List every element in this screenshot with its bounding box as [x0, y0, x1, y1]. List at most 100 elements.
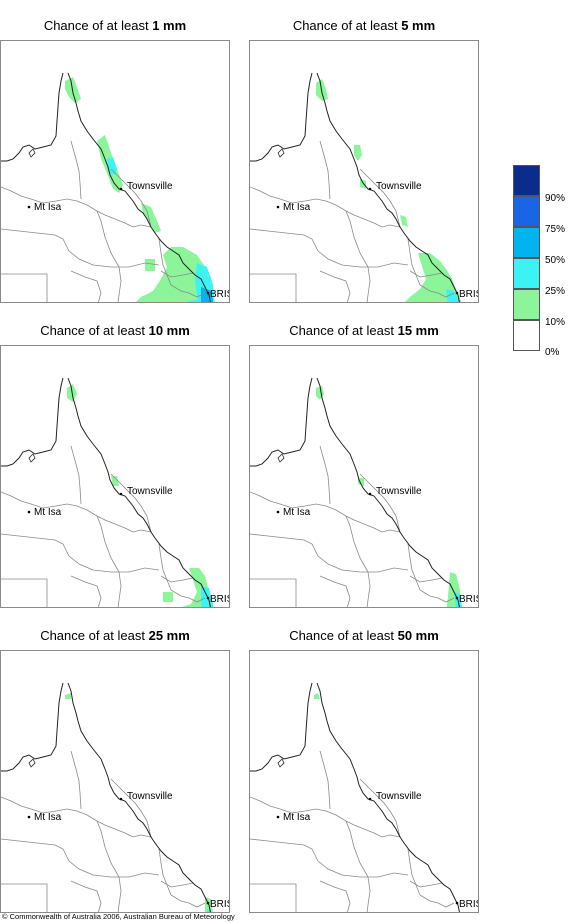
rain-probability-area	[163, 592, 173, 602]
district-boundary	[319, 140, 331, 200]
district-boundary	[345, 210, 369, 268]
island	[277, 148, 285, 158]
panel-threshold: 15 mm	[397, 323, 439, 338]
island	[277, 453, 285, 463]
rainfall-panel: Chance of at least 15 mm Townsville Mt Isa…	[249, 323, 479, 608]
mt-isa-label: Mt Isa	[283, 507, 311, 518]
coastline	[250, 682, 313, 772]
probability-legend: 90% 75% 50% 25% 10% 0%	[513, 165, 570, 358]
brisbane-marker	[455, 596, 459, 600]
legend-label-25: 25%	[545, 286, 566, 297]
townsville-label: Townsville	[376, 791, 422, 802]
district-boundary	[96, 210, 152, 228]
district-boundary	[366, 571, 371, 607]
townsville-marker	[119, 797, 123, 801]
district-boundary	[1, 578, 48, 607]
district-boundary	[110, 168, 152, 228]
rain-probability-area	[186, 299, 206, 302]
coastline	[1, 682, 64, 772]
brisbane-marker	[455, 291, 459, 295]
legend-label-0: 0%	[545, 347, 560, 358]
rain-probability-shading	[65, 693, 213, 912]
district-boundary	[96, 820, 120, 878]
district-boundary	[70, 575, 102, 607]
island	[28, 758, 36, 768]
district-boundary	[250, 838, 409, 878]
island	[277, 758, 285, 768]
mt-isa-marker	[276, 205, 280, 209]
district-boundary	[110, 778, 152, 838]
brisbane-label: BRIS	[210, 899, 229, 910]
district-boundary	[345, 820, 369, 878]
district-boundary	[345, 515, 369, 573]
panel-threshold: 10 mm	[148, 323, 190, 338]
district-boundary	[110, 473, 152, 533]
rain-probability-shading	[316, 79, 462, 302]
district-boundary	[250, 491, 347, 517]
townsville-label: Townsville	[127, 181, 173, 192]
district-boundary	[117, 266, 122, 302]
legend-swatch-90	[513, 165, 540, 196]
panel-title-prefix: Chance of at least	[292, 18, 402, 33]
district-boundary	[319, 445, 331, 505]
district-boundary	[409, 270, 443, 278]
rainfall-panel: Chance of at least 50 mm Townsville Mt Isa…	[249, 628, 479, 913]
coastline	[316, 682, 460, 912]
legend-swatch-10	[513, 289, 540, 320]
panel-title: Chance of at least 15 mm	[249, 323, 479, 338]
townsville-label: Townsville	[127, 486, 173, 497]
mt-isa-label: Mt Isa	[34, 812, 62, 823]
district-boundary	[419, 894, 455, 908]
rain-probability-area	[136, 247, 215, 302]
district-boundary	[407, 543, 421, 591]
district-boundary	[1, 838, 160, 878]
mt-isa-label: Mt Isa	[34, 202, 62, 213]
district-boundary	[359, 473, 401, 533]
district-boundary	[345, 515, 401, 533]
rain-probability-area	[314, 693, 320, 699]
coastline	[1, 72, 64, 162]
rain-probability-area	[400, 215, 408, 227]
rain-probability-area	[354, 145, 362, 161]
district-boundary	[117, 876, 122, 912]
district-boundary	[170, 894, 206, 908]
rain-probability-area	[65, 693, 71, 699]
townsville-marker	[368, 797, 372, 801]
district-boundary	[407, 238, 421, 286]
townsville-marker	[119, 187, 123, 191]
panel-title: Chance of at least 5 mm	[249, 18, 479, 33]
coastline	[316, 72, 460, 302]
district-boundary	[366, 876, 371, 912]
panel-threshold: 5 mm	[401, 18, 436, 33]
townsville-label: Townsville	[376, 181, 422, 192]
district-boundary	[250, 533, 409, 573]
panel-title: Chance of at least 1 mm	[0, 18, 230, 33]
district-boundary	[158, 848, 172, 896]
panel-threshold: 25 mm	[148, 628, 190, 643]
district-boundary	[117, 571, 122, 607]
brisbane-label: BRIS	[459, 289, 478, 300]
island	[28, 148, 36, 158]
district-boundary	[319, 270, 351, 302]
district-boundary	[70, 140, 82, 200]
district-boundary	[250, 273, 297, 302]
rainfall-panel: Chance of at least 25 mm Townsville Mt Isa…	[0, 628, 230, 913]
rainfall-panel: Chance of at least 1 mm Townsville Mt Isa B…	[0, 18, 230, 303]
rainfall-panel: Chance of at least 10 mm Townsville Mt Isa…	[0, 323, 230, 608]
rain-probability-area	[111, 476, 119, 486]
district-boundary	[1, 491, 98, 517]
townsville-marker	[368, 492, 372, 496]
legend-label-50: 50%	[545, 255, 566, 266]
rain-probability-shading	[65, 77, 215, 302]
panel-title: Chance of at least 50 mm	[249, 628, 479, 643]
district-boundary	[419, 589, 455, 603]
district-boundary	[70, 445, 82, 505]
mt-isa-marker	[276, 510, 280, 514]
rain-probability-area	[446, 289, 460, 302]
coastline	[316, 377, 460, 607]
panel-title-prefix: Chance of at least	[43, 18, 153, 33]
district-boundary	[70, 750, 82, 810]
queensland-map: Townsville Mt Isa BRIS	[0, 40, 230, 303]
district-boundary	[250, 228, 409, 268]
coastline	[67, 377, 211, 607]
